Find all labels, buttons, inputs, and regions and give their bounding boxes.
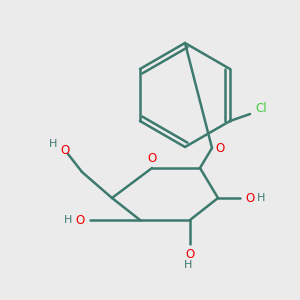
Text: H: H — [257, 193, 265, 203]
Text: H: H — [64, 215, 72, 225]
Text: H: H — [184, 260, 192, 270]
Text: O: O — [245, 191, 255, 205]
Text: O: O — [60, 143, 70, 157]
Text: O: O — [75, 214, 85, 226]
Text: Cl: Cl — [255, 103, 267, 116]
Text: O: O — [215, 142, 225, 154]
Text: H: H — [49, 139, 57, 149]
Text: O: O — [185, 248, 195, 260]
Text: O: O — [147, 152, 157, 164]
